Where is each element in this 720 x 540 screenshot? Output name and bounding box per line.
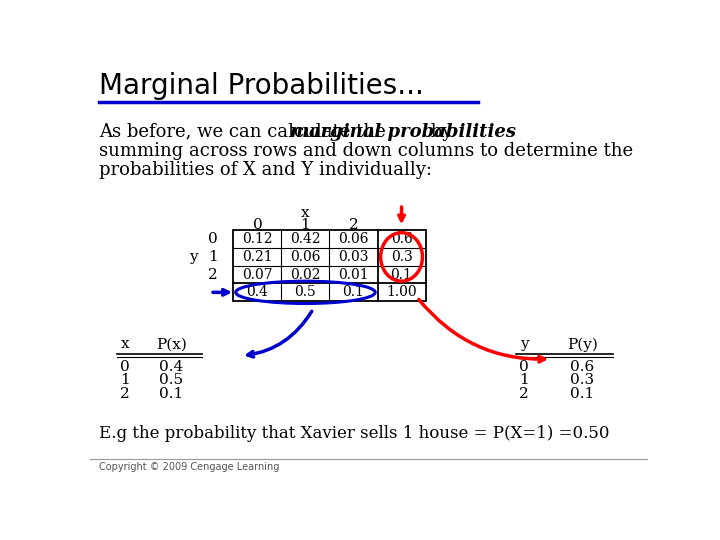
Text: 0.3: 0.3 bbox=[391, 250, 413, 264]
Text: 2: 2 bbox=[519, 387, 529, 401]
Text: 0.4: 0.4 bbox=[159, 360, 184, 374]
Text: 2: 2 bbox=[120, 387, 130, 401]
Text: 2: 2 bbox=[208, 268, 218, 282]
Text: 0: 0 bbox=[208, 232, 218, 246]
Text: Copyright © 2009 Cengage Learning: Copyright © 2009 Cengage Learning bbox=[99, 462, 279, 472]
Text: by: by bbox=[425, 123, 452, 140]
Text: 1: 1 bbox=[208, 250, 218, 264]
Text: 0.3: 0.3 bbox=[570, 374, 594, 388]
Text: E.g the probability that Xavier sells 1 house = P(X=1) =0.50: E.g the probability that Xavier sells 1 … bbox=[99, 425, 610, 442]
Text: 0.42: 0.42 bbox=[290, 232, 321, 246]
Text: 0.5: 0.5 bbox=[159, 374, 184, 388]
Text: 0: 0 bbox=[120, 360, 130, 374]
Text: 0.12: 0.12 bbox=[242, 232, 273, 246]
Text: P(y): P(y) bbox=[567, 337, 598, 352]
Text: 1: 1 bbox=[519, 374, 529, 388]
Text: marginal probabilities: marginal probabilities bbox=[290, 123, 516, 140]
Text: y: y bbox=[520, 338, 528, 352]
Text: 0: 0 bbox=[519, 360, 529, 374]
Text: 0.5: 0.5 bbox=[294, 285, 316, 299]
Text: 0.6: 0.6 bbox=[570, 360, 594, 374]
Text: summing across rows and down columns to determine the: summing across rows and down columns to … bbox=[99, 142, 634, 160]
Text: 0.02: 0.02 bbox=[290, 268, 320, 282]
Text: Marginal Probabilities...: Marginal Probabilities... bbox=[99, 72, 424, 100]
Text: 0.06: 0.06 bbox=[290, 250, 320, 264]
Text: 0.1: 0.1 bbox=[570, 387, 594, 401]
Text: y: y bbox=[189, 250, 197, 264]
Bar bbox=[233, 231, 426, 301]
Text: 0.21: 0.21 bbox=[242, 250, 273, 264]
Text: 0.06: 0.06 bbox=[338, 232, 369, 246]
Text: As before, we can calculate the: As before, we can calculate the bbox=[99, 123, 392, 140]
Text: 0.4: 0.4 bbox=[246, 285, 269, 299]
Text: 0.1: 0.1 bbox=[159, 387, 184, 401]
Text: 1.00: 1.00 bbox=[386, 285, 417, 299]
Text: 0.01: 0.01 bbox=[338, 268, 369, 282]
Text: 1: 1 bbox=[120, 374, 130, 388]
Text: 0.6: 0.6 bbox=[391, 232, 413, 246]
Text: x: x bbox=[301, 206, 310, 220]
Text: 0.1: 0.1 bbox=[391, 268, 413, 282]
Text: probabilities of X and Y individually:: probabilities of X and Y individually: bbox=[99, 161, 432, 179]
Text: 0.07: 0.07 bbox=[242, 268, 273, 282]
Text: 0.1: 0.1 bbox=[343, 285, 364, 299]
Text: P(x): P(x) bbox=[156, 338, 186, 352]
Text: 0: 0 bbox=[253, 218, 262, 232]
Text: x: x bbox=[120, 338, 129, 352]
Text: 2: 2 bbox=[348, 218, 359, 232]
Text: 0.03: 0.03 bbox=[338, 250, 369, 264]
Text: 1: 1 bbox=[300, 218, 310, 232]
